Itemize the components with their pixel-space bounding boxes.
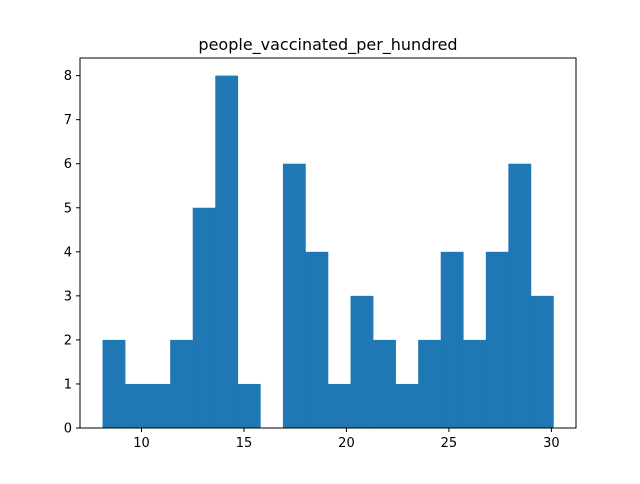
histogram-bar	[215, 75, 239, 428]
histogram-bar	[305, 251, 329, 428]
y-tick-label: 8	[64, 69, 72, 84]
x-tick-label: 20	[338, 436, 355, 451]
x-tick-label: 25	[441, 436, 458, 451]
histogram-bar	[440, 251, 464, 428]
x-axis-ticks: 10 15 20 25 30	[133, 428, 560, 451]
histogram-bar	[485, 251, 509, 428]
y-tick-label: 3	[64, 289, 72, 304]
histogram-bar	[373, 339, 396, 428]
histogram-bar	[237, 383, 261, 428]
y-tick-label: 4	[64, 245, 72, 260]
histogram-bar	[350, 295, 374, 428]
histogram-bar	[282, 163, 306, 428]
histogram-bar	[192, 207, 216, 428]
y-axis-ticks: 0 1 2 3 4 5 6 7 8	[64, 69, 80, 437]
y-tick-label: 1	[64, 377, 72, 392]
histogram-bar	[328, 383, 351, 428]
histogram-bar	[395, 383, 419, 428]
plot-frame	[79, 57, 577, 429]
chart-title: people_vaccinated_per_hundred	[198, 35, 457, 55]
x-tick-label: 15	[236, 436, 253, 451]
histogram-bar	[125, 383, 148, 428]
y-tick-label: 2	[64, 333, 72, 348]
y-tick-label: 7	[64, 113, 72, 128]
histogram-bar	[418, 339, 442, 428]
histogram-bar	[530, 295, 554, 428]
y-tick-label: 5	[64, 201, 72, 216]
x-tick-label: 30	[543, 436, 560, 451]
histogram-bars	[102, 75, 554, 428]
histogram-bar	[147, 383, 171, 428]
histogram-bar	[102, 339, 126, 428]
histogram-bar	[508, 163, 532, 428]
histogram-bar	[170, 339, 194, 428]
x-tick-label: 10	[133, 436, 150, 451]
y-tick-label: 6	[64, 157, 72, 172]
y-tick-label: 0	[64, 422, 72, 437]
histogram-bar	[463, 339, 487, 428]
